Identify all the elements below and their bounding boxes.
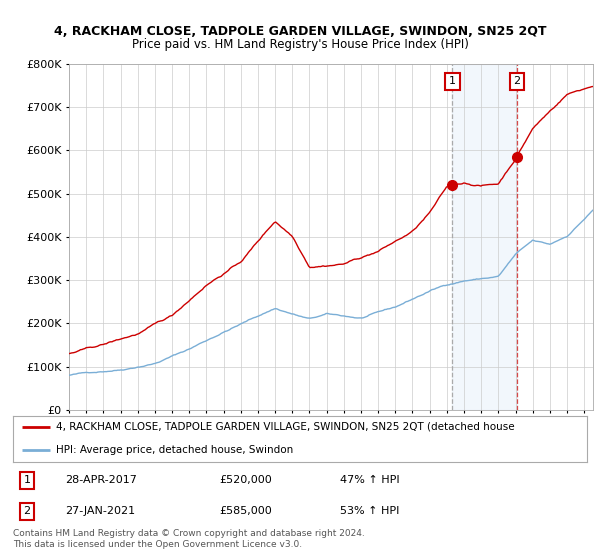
Text: 2: 2 [23, 506, 31, 516]
Text: Contains HM Land Registry data © Crown copyright and database right 2024.
This d: Contains HM Land Registry data © Crown c… [13, 529, 365, 549]
Text: 4, RACKHAM CLOSE, TADPOLE GARDEN VILLAGE, SWINDON, SN25 2QT (detached house: 4, RACKHAM CLOSE, TADPOLE GARDEN VILLAGE… [56, 422, 515, 432]
Text: 27-JAN-2021: 27-JAN-2021 [65, 506, 135, 516]
Text: 2: 2 [513, 76, 520, 86]
Text: £520,000: £520,000 [220, 475, 272, 486]
Text: HPI: Average price, detached house, Swindon: HPI: Average price, detached house, Swin… [56, 445, 293, 455]
Text: Price paid vs. HM Land Registry's House Price Index (HPI): Price paid vs. HM Land Registry's House … [131, 38, 469, 51]
Text: 28-APR-2017: 28-APR-2017 [65, 475, 137, 486]
Text: 47% ↑ HPI: 47% ↑ HPI [340, 475, 400, 486]
Text: 1: 1 [449, 76, 456, 86]
Bar [452, 64, 517, 410]
Text: 53% ↑ HPI: 53% ↑ HPI [340, 506, 400, 516]
Text: £585,000: £585,000 [220, 506, 272, 516]
Text: 1: 1 [23, 475, 31, 486]
Text: 4, RACKHAM CLOSE, TADPOLE GARDEN VILLAGE, SWINDON, SN25 2QT: 4, RACKHAM CLOSE, TADPOLE GARDEN VILLAGE… [54, 25, 546, 38]
